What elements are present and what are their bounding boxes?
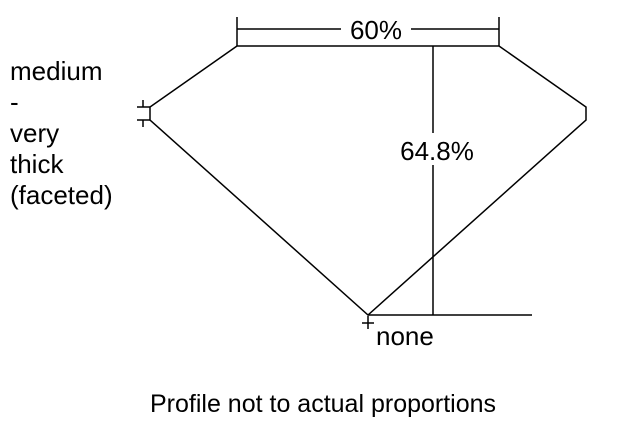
- culet-label: none: [376, 321, 434, 351]
- girdle-label-line: thick: [10, 149, 64, 179]
- gem-outline: [149, 45, 587, 317]
- table-percentage-label: 60%: [350, 15, 402, 45]
- girdle-label-line: medium: [10, 56, 103, 86]
- girdle-label-line: very: [10, 118, 60, 148]
- footer-note: Profile not to actual proportions: [150, 390, 497, 418]
- girdle-label-line: -: [10, 87, 19, 117]
- girdle-label-line: (faceted): [10, 180, 113, 210]
- depth-percentage-label: 64.8%: [400, 136, 474, 166]
- girdle-label: medium - very thick (faceted): [10, 56, 113, 211]
